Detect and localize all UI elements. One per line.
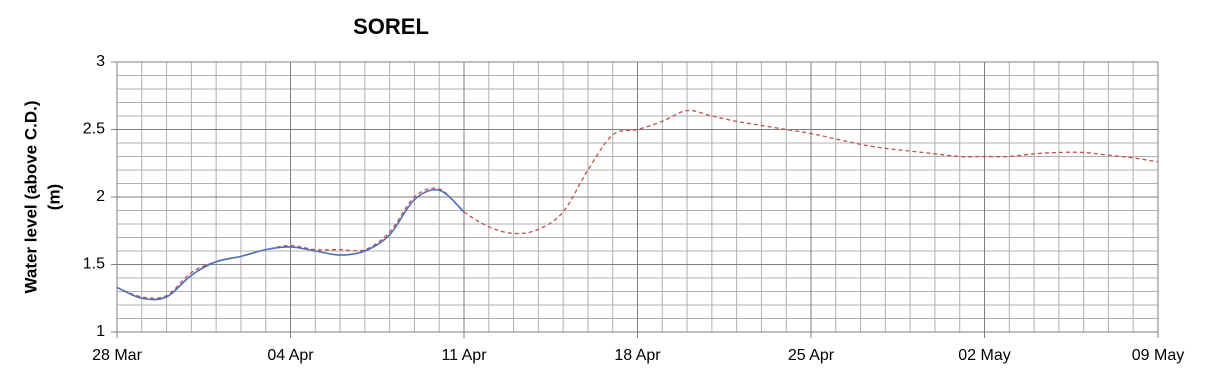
x-tick-label: 18 Apr [614,347,661,364]
x-tick-label: 04 Apr [267,347,314,364]
series-line [116,109,1159,299]
x-tick-label: 11 Apr [441,347,487,364]
x-tick-label: 25 Apr [788,347,835,364]
chart-title: SOREL [353,14,429,39]
y-axis-label: (m) [44,184,63,210]
y-axis-label: Water level (above C.D.) [21,100,40,293]
series-line [116,188,465,301]
y-tick-label: 3 [96,53,105,70]
x-tick-label: 02 May [958,347,1010,364]
x-tick-label: 09 May [1132,347,1184,364]
x-tick-label: 28 Mar [92,347,142,364]
plot-frame [116,61,1159,333]
y-tick-label: 2.5 [83,121,105,138]
y-tick-label: 2 [96,188,105,205]
y-tick-label: 1 [96,323,105,340]
y-tick-label: 1.5 [83,256,105,273]
